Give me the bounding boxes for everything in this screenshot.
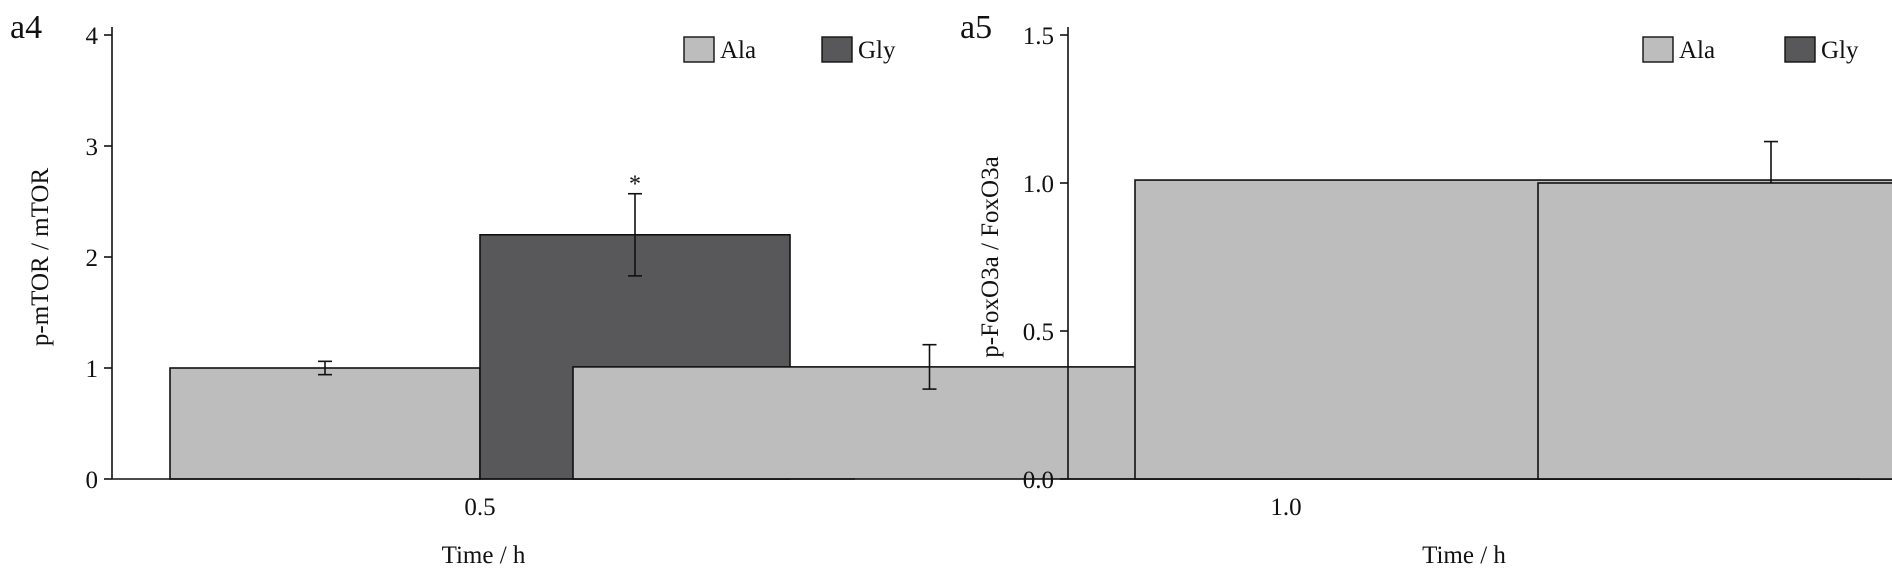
legend-label-gly: Gly (858, 37, 896, 64)
error-bar-ala-0.5 (318, 360, 332, 376)
y-tick-label: 0 (86, 467, 99, 494)
y-tick-label: 0.5 (1023, 319, 1054, 346)
error-bar-gly-0.5 (628, 192, 642, 277)
panel-label: a5 (960, 9, 992, 46)
y-tick-label: 3 (86, 134, 99, 161)
legend-swatch-gly (821, 36, 853, 63)
x-tick-label: 0.5 (464, 494, 495, 521)
bar-ala-0.5 (169, 367, 481, 480)
y-tick-label: 4 (86, 23, 99, 50)
y-tick-label: 1.0 (1023, 171, 1054, 198)
y-tick-label: 2 (86, 245, 99, 272)
x-tick-label: 1.0 (1270, 494, 1301, 521)
y-axis-label: p-FoxO3a / FoxO3a (977, 156, 1004, 357)
legend-swatch-gly (1784, 36, 1816, 63)
legend: Ala Gly (1642, 36, 1859, 64)
legend-swatch-ala (683, 36, 715, 63)
x-axis-label: Time / h (442, 542, 526, 569)
error-bar-ala-1.0 (922, 343, 937, 390)
y-axis-label: p-mTOR / mTOR (27, 168, 54, 347)
legend-label-gly: Gly (1821, 37, 1859, 64)
y-tick-label: 1.5 (1023, 23, 1054, 50)
y-tick-label: 1 (86, 356, 99, 383)
legend-swatch-ala (1642, 36, 1674, 63)
legend-label-ala: Ala (720, 37, 756, 64)
legend: Ala Gly (683, 36, 896, 64)
significance-marker: * (629, 172, 641, 198)
panel-label: a4 (10, 9, 42, 46)
x-axis-label: Time / h (1422, 542, 1506, 569)
bar-ala-1.0 (1537, 182, 1892, 480)
legend-label-ala: Ala (1679, 37, 1715, 64)
y-tick-label: 0.0 (1023, 467, 1054, 494)
